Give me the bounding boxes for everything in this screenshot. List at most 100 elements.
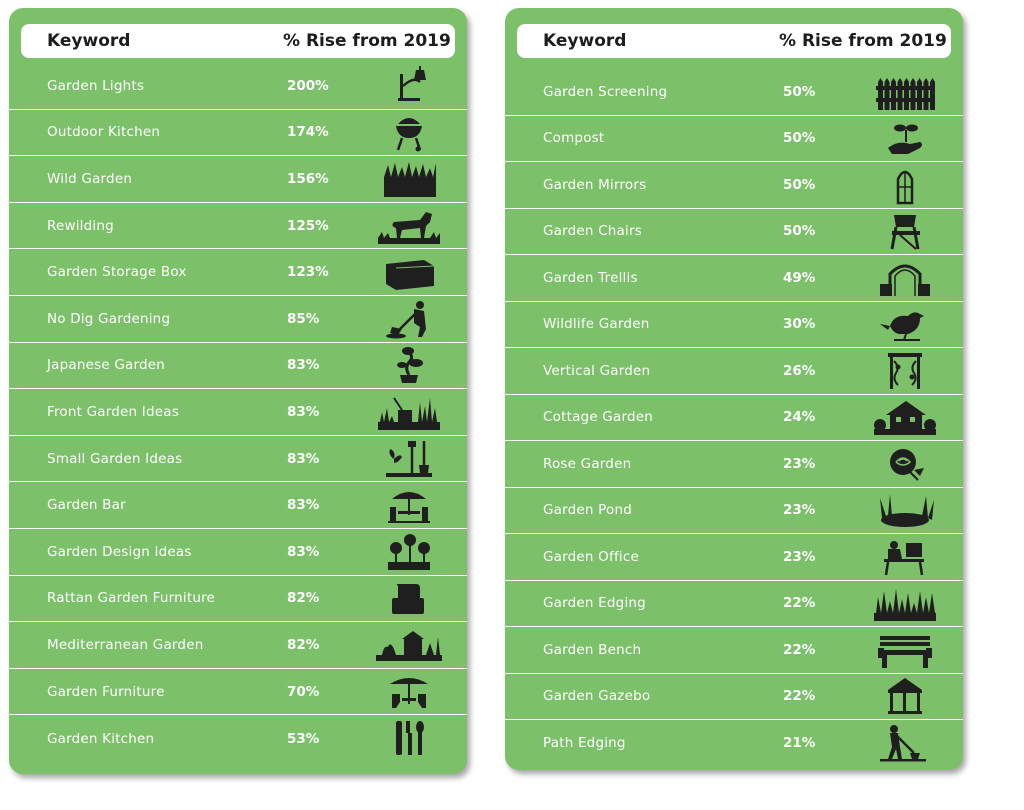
table-row: Outdoor Kitchen 174%: [9, 110, 467, 157]
rise-value: 23%: [783, 502, 816, 519]
table-row: Rose Garden 23%: [505, 441, 963, 488]
rise-value: 50%: [783, 83, 816, 100]
tall-grass-icon: [369, 158, 449, 200]
table-row: Mediterranean Garden 82%: [9, 622, 467, 669]
table-row: Garden Mirrors 50%: [505, 162, 963, 209]
table-body: Garden Lights 200% Outdoor Kitchen 174% Wild…: [9, 63, 467, 762]
rose-icon: [865, 443, 945, 485]
keyword-label: Garden Storage Box: [47, 264, 187, 281]
header-rise: % Rise from 2019: [779, 31, 947, 51]
rise-value: 83%: [287, 450, 320, 467]
keyword-label: Garden Design Ideas: [47, 543, 192, 560]
keyword-label: Garden Gazebo: [543, 688, 651, 705]
table-row: Garden Chairs 50%: [505, 209, 963, 255]
table-row: Cottage Garden 24%: [505, 395, 963, 441]
grass-edge-icon: [865, 582, 945, 624]
rise-value: 22%: [783, 641, 816, 658]
header-keyword: Keyword: [47, 31, 131, 51]
folding-chair-icon: [865, 210, 945, 252]
table-row: Wildlife Garden 30%: [505, 302, 963, 348]
rise-value: 30%: [783, 316, 816, 333]
table-row: Garden Trellis 49%: [505, 255, 963, 302]
storage-box-icon: [369, 251, 449, 293]
table-row: Garden Kitchen 53%: [9, 715, 467, 762]
rise-value: 50%: [783, 223, 816, 240]
table-row: Garden Screening 50%: [505, 69, 963, 116]
kitchen-utensils-icon: [369, 718, 449, 760]
keyword-label: Small Garden Ideas: [47, 450, 183, 467]
bird-icon: [865, 303, 945, 345]
right-keyword-table: Keyword % Rise from 2019 Garden Screenin…: [505, 8, 963, 770]
table-row: Rattan Garden Furniture 82%: [9, 576, 467, 623]
keyword-label: Garden Screening: [543, 83, 668, 100]
keyword-label: Garden Mirrors: [543, 176, 647, 193]
keyword-label: Garden Furniture: [47, 683, 165, 700]
rise-value: 174%: [287, 124, 329, 141]
table-row: Garden Edging 22%: [505, 581, 963, 627]
table-row: Garden Gazebo 22%: [505, 674, 963, 720]
rise-value: 22%: [783, 688, 816, 705]
fence-icon: [865, 71, 945, 113]
rise-value: 85%: [287, 310, 320, 327]
edger-worker-icon: [865, 722, 945, 764]
bench-icon: [865, 629, 945, 671]
table-row: Garden Office 23%: [505, 534, 963, 581]
table-body: Garden Screening 50% Compost 50% Garden Mirr…: [505, 69, 963, 767]
table-row: Garden Bench 22%: [505, 627, 963, 674]
keyword-label: Rattan Garden Furniture: [47, 590, 216, 607]
keyword-label: Garden Edging: [543, 595, 646, 612]
keyword-label: Wild Garden: [47, 170, 133, 187]
header-rise: % Rise from 2019: [283, 31, 451, 51]
desk-worker-icon: [865, 536, 945, 578]
table-row: No Dig Gardening 85%: [9, 296, 467, 343]
table-row: Garden Storage Box 123%: [9, 249, 467, 296]
gardener-digging-icon: [369, 298, 449, 340]
gazebo-icon: [865, 675, 945, 717]
keyword-label: Outdoor Kitchen: [47, 124, 161, 141]
rise-value: 83%: [287, 543, 320, 560]
table-row: Path Edging 21%: [505, 720, 963, 767]
trellis-arch-icon: [865, 257, 945, 299]
table-row: Garden Pond 23%: [505, 488, 963, 534]
armchair-icon: [369, 577, 449, 619]
rise-value: 70%: [287, 683, 320, 700]
mediterranean-scene-icon: [369, 624, 449, 666]
left-keyword-table: Keyword % Rise from 2019 Garden Lights 20…: [9, 8, 467, 774]
rise-value: 22%: [783, 595, 816, 612]
keyword-label: Garden Lights: [47, 77, 145, 94]
bbq-grill-icon: [369, 111, 449, 153]
rise-value: 156%: [287, 170, 329, 187]
rise-value: 21%: [783, 735, 816, 752]
keyword-label: Front Garden Ideas: [47, 403, 179, 420]
table-row: Wild Garden 156%: [9, 156, 467, 203]
keyword-label: No Dig Gardening: [47, 310, 171, 327]
table-row: Garden Design Ideas 83%: [9, 529, 467, 576]
parasol-table-icon: [369, 484, 449, 526]
keyword-label: Garden Trellis: [543, 269, 638, 286]
table-row: Rewilding 125%: [9, 203, 467, 250]
keyword-label: Garden Office: [543, 548, 639, 565]
rise-value: 26%: [783, 362, 816, 379]
garden-tools-icon: [369, 438, 449, 480]
rise-value: 82%: [287, 590, 320, 607]
table-row: Compost 50%: [505, 116, 963, 162]
rise-value: 24%: [783, 409, 816, 426]
climbing-frame-icon: [865, 350, 945, 392]
header-keyword: Keyword: [543, 31, 627, 51]
keyword-label: Garden Kitchen: [47, 730, 155, 747]
rise-value: 53%: [287, 730, 320, 747]
lamp-icon: [369, 65, 449, 107]
rise-value: 82%: [287, 636, 320, 653]
keyword-label: Mediterranean Garden: [47, 636, 204, 653]
rise-value: 23%: [783, 548, 816, 565]
bonsai-icon: [369, 344, 449, 386]
rise-value: 83%: [287, 403, 320, 420]
parasol-chairs-icon: [369, 671, 449, 713]
table-row: Front Garden Ideas 83%: [9, 389, 467, 436]
keyword-label: Japanese Garden: [47, 357, 166, 374]
keyword-label: Wildlife Garden: [543, 316, 650, 333]
flower-bed-icon: [369, 531, 449, 573]
keyword-label: Garden Chairs: [543, 223, 642, 240]
table-row: Garden Bar 83%: [9, 482, 467, 529]
table-header: Keyword % Rise from 2019: [21, 24, 455, 58]
